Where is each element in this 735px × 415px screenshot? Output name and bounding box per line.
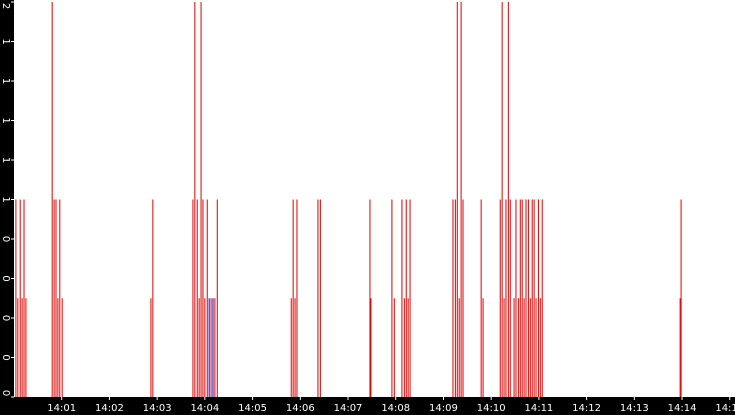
x-tick-label: 14:11	[524, 403, 553, 414]
x-tick-label: 14:08	[381, 403, 410, 414]
x-tick-label: 14:15	[715, 403, 735, 414]
y-tick-label: 0	[0, 236, 11, 242]
x-tick-label: 14:06	[286, 403, 315, 414]
x-tick-label: 14:09	[429, 403, 458, 414]
x-tick-label: 14:10	[477, 403, 506, 414]
x-tick-label: 14:13	[620, 403, 649, 414]
y-tick-label: 0	[0, 354, 11, 360]
x-axis-strip	[0, 397, 735, 415]
y-tick-label: 2	[0, 3, 11, 9]
x-tick-label: 14:14	[668, 403, 697, 414]
y-tick-label: 1	[0, 117, 11, 123]
x-tick-label: 14:07	[334, 403, 363, 414]
x-tick-label: 14:05	[238, 403, 267, 414]
x-tick-label: 14:03	[143, 403, 172, 414]
y-tick-label: 0	[0, 390, 11, 396]
y-tick-label: 1	[0, 196, 11, 202]
y-axis-strip	[0, 0, 14, 415]
x-tick-label: 14:02	[95, 403, 124, 414]
x-tick-label: 14:04	[190, 403, 219, 414]
x-tick-label: 14:12	[572, 403, 601, 414]
y-tick-label: 0	[0, 275, 11, 281]
y-tick-label: 1	[0, 78, 11, 84]
x-tick-label: 14:01	[47, 403, 76, 414]
y-tick-label: 1	[0, 157, 11, 163]
y-tick-label: 0	[0, 315, 11, 321]
y-tick-label: 1	[0, 38, 11, 44]
